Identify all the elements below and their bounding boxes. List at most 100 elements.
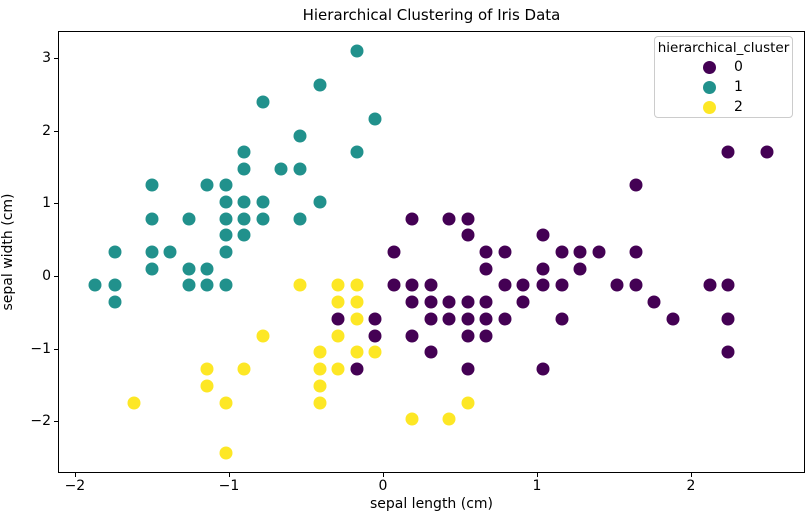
data-point-cluster-2	[350, 345, 364, 359]
y-axis-label: sepal width (cm)	[0, 193, 16, 311]
data-point-cluster-1	[350, 145, 364, 159]
data-point-cluster-1	[219, 195, 233, 209]
data-point-cluster-1	[293, 162, 307, 176]
x-tick	[383, 473, 384, 477]
data-point-cluster-1	[237, 145, 251, 159]
data-point-cluster-0	[387, 278, 401, 292]
data-point-cluster-2	[331, 295, 345, 309]
data-point-cluster-0	[498, 245, 512, 259]
data-point-cluster-0	[703, 278, 716, 292]
data-point-cluster-1	[237, 228, 251, 242]
y-tick-label: 0	[42, 268, 51, 284]
x-tick-label: −2	[64, 478, 86, 494]
x-tick-label: 1	[532, 478, 542, 494]
y-tick	[54, 421, 58, 423]
data-point-cluster-1	[237, 212, 251, 226]
data-point-cluster-2	[219, 446, 233, 460]
data-point-cluster-1	[293, 212, 307, 226]
y-tick	[54, 348, 58, 350]
data-point-cluster-0	[721, 278, 735, 292]
data-point-cluster-0	[610, 278, 624, 292]
chart-title: Hierarchical Clustering of Iris Data	[302, 6, 561, 24]
data-point-cluster-0	[536, 278, 550, 292]
data-point-cluster-0	[368, 312, 382, 326]
data-point-cluster-0	[368, 329, 382, 343]
data-point-cluster-0	[479, 262, 493, 276]
x-axis-label: sepal length (cm)	[369, 496, 494, 512]
data-point-cluster-2	[313, 345, 327, 359]
data-point-cluster-0	[405, 212, 419, 226]
x-tick-label: −1	[218, 478, 240, 494]
data-point-cluster-0	[424, 312, 438, 326]
data-point-cluster-0	[461, 362, 475, 376]
data-point-cluster-0	[461, 212, 475, 226]
legend-marker-icon	[703, 80, 716, 94]
data-point-cluster-0	[442, 212, 456, 226]
data-point-cluster-0	[536, 228, 550, 242]
data-point-cluster-0	[516, 278, 530, 292]
data-point-cluster-1	[200, 178, 214, 192]
data-point-cluster-1	[219, 278, 233, 292]
data-point-cluster-1	[108, 278, 122, 292]
data-point-cluster-0	[629, 178, 643, 192]
data-point-cluster-0	[405, 295, 419, 309]
data-point-cluster-1	[145, 262, 159, 276]
data-point-cluster-1	[182, 278, 196, 292]
data-point-cluster-1	[219, 178, 233, 192]
y-tick	[54, 203, 58, 205]
x-tick-label: 2	[686, 478, 696, 494]
data-point-cluster-0	[461, 295, 475, 309]
data-point-cluster-0	[479, 295, 493, 309]
data-point-cluster-2	[461, 396, 475, 409]
data-point-cluster-0	[721, 345, 735, 359]
data-point-cluster-2	[237, 362, 251, 376]
data-point-cluster-0	[666, 312, 679, 326]
data-point-cluster-0	[387, 245, 401, 259]
y-tick-label: −1	[30, 340, 51, 357]
data-point-cluster-0	[442, 312, 456, 326]
data-point-cluster-1	[108, 295, 122, 309]
data-point-cluster-0	[331, 312, 345, 326]
data-point-cluster-1	[200, 262, 214, 276]
data-point-cluster-0	[573, 245, 587, 259]
data-point-cluster-1	[350, 44, 364, 58]
data-point-cluster-1	[313, 195, 327, 209]
legend-entry-label: 2	[734, 99, 743, 115]
legend: hierarchical_cluster 0 1 2	[654, 36, 793, 118]
legend-entries: 0 1 2	[655, 57, 792, 117]
data-point-cluster-1	[368, 112, 382, 126]
data-point-cluster-0	[424, 345, 438, 359]
data-point-cluster-1	[200, 278, 214, 292]
data-point-cluster-0	[629, 278, 643, 292]
data-point-cluster-0	[760, 145, 773, 159]
data-point-cluster-2	[350, 312, 364, 326]
data-point-cluster-2	[331, 329, 345, 343]
data-point-cluster-1	[145, 245, 159, 259]
data-point-cluster-2	[200, 362, 214, 376]
data-point-cluster-0	[592, 245, 606, 259]
data-point-cluster-1	[274, 162, 288, 176]
x-tick	[691, 473, 692, 477]
data-point-cluster-1	[256, 195, 270, 209]
data-point-cluster-2	[256, 329, 270, 343]
data-point-cluster-2	[200, 379, 214, 393]
data-point-cluster-0	[461, 312, 475, 326]
y-tick	[54, 130, 58, 132]
data-point-cluster-1	[293, 129, 307, 143]
data-point-cluster-0	[573, 262, 587, 276]
data-point-cluster-1	[237, 195, 251, 209]
data-point-cluster-2	[293, 278, 307, 292]
data-point-cluster-0	[405, 278, 419, 292]
data-point-cluster-0	[629, 245, 643, 259]
data-point-cluster-2	[313, 379, 327, 393]
data-point-cluster-1	[219, 228, 233, 242]
y-tick-label: 3	[42, 49, 51, 66]
y-tick-label: −2	[30, 413, 51, 430]
legend-title: hierarchical_cluster	[657, 40, 790, 56]
data-point-cluster-2	[350, 295, 364, 309]
data-point-cluster-0	[405, 329, 419, 343]
y-tick	[54, 276, 58, 277]
data-point-cluster-2	[350, 278, 364, 292]
data-point-cluster-0	[350, 362, 364, 376]
y-tick-label: 2	[42, 122, 51, 139]
